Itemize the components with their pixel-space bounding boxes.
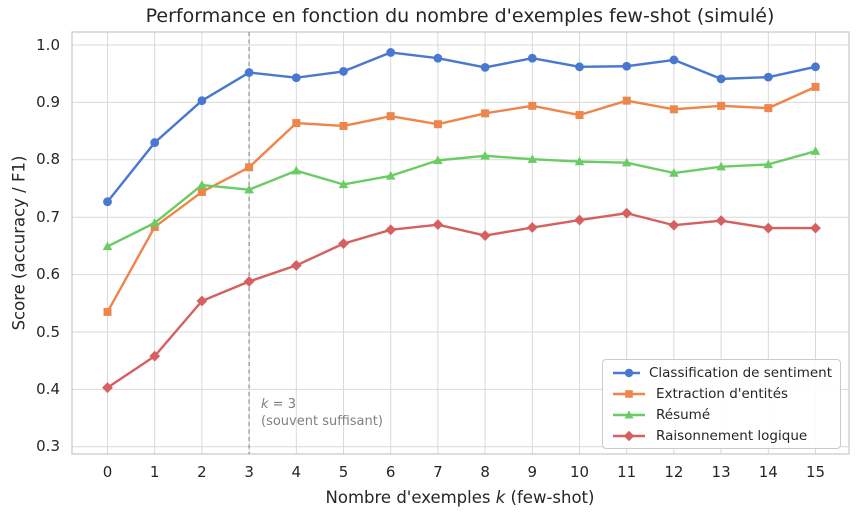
marker-extraction-d-entites (622, 96, 631, 105)
marker-resume (669, 168, 679, 177)
legend-item-label: Résumé (656, 406, 711, 423)
marker-classification-de-sentiment (433, 53, 443, 63)
marker-extraction-d-entites (339, 121, 348, 130)
marker-extraction-d-entites (717, 101, 726, 110)
marker-classification-de-sentiment (386, 48, 396, 57)
marker-raisonnement-logique (810, 222, 821, 234)
marker-extraction-d-entites (481, 109, 490, 118)
marker-extraction-d-entites (433, 120, 442, 129)
legend-item-classification-de-sentiment: Classification de sentiment (611, 362, 832, 383)
x-axis-label-post: (few-shot) (505, 488, 595, 507)
marker-resume (810, 146, 821, 155)
marker-resume (716, 161, 726, 171)
marker-classification-de-sentiment (763, 72, 773, 82)
vline-annotation-line2: (souvent suffisant) (261, 414, 383, 429)
marker-extraction-d-entites (811, 82, 820, 91)
marker-raisonnement-logique (432, 219, 444, 231)
marker-classification-de-sentiment (811, 62, 820, 72)
marker-classification-de-sentiment (197, 96, 207, 106)
marker-classification-de-sentiment (575, 62, 584, 72)
marker-resume (102, 241, 113, 251)
legend-item-resume: Résumé (611, 404, 832, 425)
marker-raisonnement-logique (102, 382, 113, 394)
marker-classification-de-sentiment (527, 53, 537, 63)
legend-item-extraction-d-entites: Extraction d'entités (611, 383, 832, 404)
marker-resume (574, 156, 585, 166)
marker-extraction-d-entites (197, 187, 206, 196)
legend: Classification de sentiment Extraction d'… (602, 359, 841, 449)
marker-classification-de-sentiment (339, 67, 348, 76)
x-axis-label-variable: k (495, 488, 506, 507)
marker-classification-de-sentiment (622, 61, 632, 71)
marker-resume (197, 180, 207, 189)
marker-extraction-d-entites (764, 104, 773, 113)
marker-extraction-d-entites (575, 111, 584, 120)
vline-annotation-line1: k = 3 (261, 396, 383, 413)
marker-classification-de-sentiment (150, 138, 160, 147)
legend-item-label: Classification de sentiment (648, 364, 832, 381)
series-line-resume (106, 149, 817, 248)
chart-title: Performance en fonction du nombre d'exem… (145, 5, 775, 27)
marker-raisonnement-logique (479, 230, 491, 241)
marker-resume (621, 157, 632, 167)
marker-raisonnement-logique (149, 350, 161, 362)
marker-raisonnement-logique (526, 222, 538, 233)
marker-resume (338, 179, 349, 189)
legend-swatch-square-icon (613, 389, 645, 398)
plot-border (71, 31, 850, 455)
marker-resume (291, 165, 302, 175)
marker-extraction-d-entites (150, 222, 159, 231)
marker-extraction-d-entites (528, 101, 537, 110)
series-line-raisonnement-logique (106, 211, 817, 389)
x-axis-label-pre: Nombre d'exemples (325, 488, 496, 507)
legend-swatch-circle-icon (613, 368, 640, 377)
marker-extraction-d-entites (103, 307, 112, 316)
marker-raisonnement-logique (385, 224, 397, 236)
marker-raisonnement-logique (574, 214, 585, 226)
marker-resume (763, 159, 774, 169)
marker-resume (480, 150, 490, 160)
marker-extraction-d-entites (669, 105, 678, 114)
marker-resume (385, 170, 396, 180)
marker-resume (149, 218, 160, 227)
legend-item-raisonnement-logique: Raisonnement logique (611, 425, 832, 446)
marker-raisonnement-logique (196, 295, 208, 307)
marker-raisonnement-logique (621, 207, 633, 219)
marker-raisonnement-logique (715, 215, 727, 227)
marker-classification-de-sentiment (480, 62, 490, 72)
marker-classification-de-sentiment (716, 74, 726, 84)
marker-raisonnement-logique (762, 222, 774, 234)
marker-resume (527, 154, 538, 163)
legend-item-label: Extraction d'entités (656, 385, 789, 402)
marker-raisonnement-logique (668, 219, 680, 231)
marker-classification-de-sentiment (103, 197, 112, 207)
x-axis-label: Nombre d'exemples k (few-shot) (326, 488, 595, 507)
marker-classification-de-sentiment (669, 55, 679, 65)
marker-resume (433, 155, 443, 165)
vline-annotation-value: = 3 (268, 397, 296, 412)
series-line-classification-de-sentiment (106, 51, 817, 203)
series-line-extraction-d-entites (106, 85, 817, 314)
y-axis-label: Score (accuracy / F1) (9, 155, 29, 331)
marker-extraction-d-entites (386, 112, 395, 121)
legend-swatch-triangle-icon (613, 409, 645, 418)
marker-resume (244, 184, 254, 194)
marker-raisonnement-logique (338, 238, 349, 250)
marker-extraction-d-entites (245, 163, 254, 172)
legend-swatch-diamond-icon (613, 430, 645, 441)
marker-extraction-d-entites (292, 119, 301, 128)
vline-annotation-variable: k (261, 397, 269, 412)
vline-annotation: k = 3 (souvent suffisant) (261, 396, 383, 430)
legend-item-label: Raisonnement logique (656, 427, 808, 444)
marker-classification-de-sentiment (291, 73, 301, 83)
marker-raisonnement-logique (290, 260, 302, 271)
marker-classification-de-sentiment (244, 68, 254, 77)
marker-raisonnement-logique (243, 276, 255, 287)
